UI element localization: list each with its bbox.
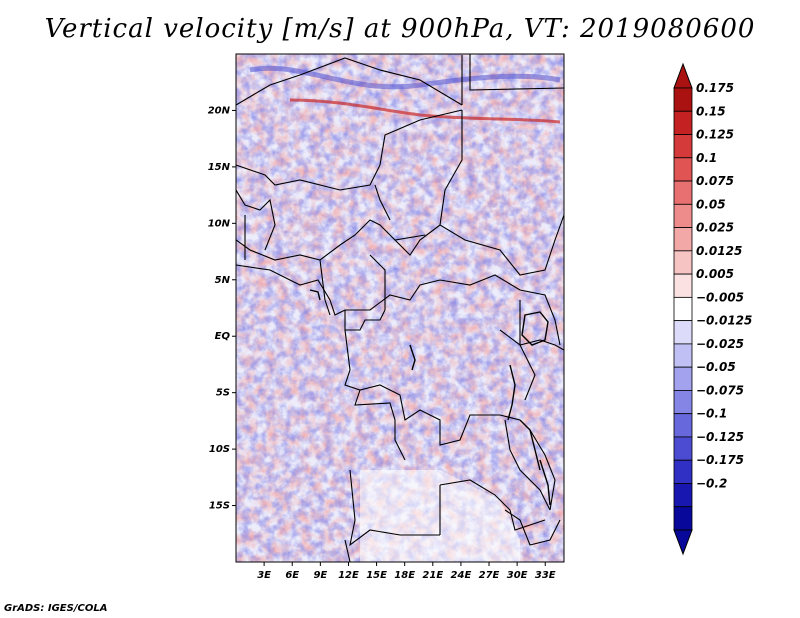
colorbar-label: −0.125 xyxy=(696,430,744,444)
map-field xyxy=(236,54,564,562)
colorbar-swatch xyxy=(673,157,693,182)
y-axis: 20N 15N 10N 5N EQ 5S 10S 15S xyxy=(208,105,236,512)
lakes xyxy=(309,289,551,506)
credit-text: GrADS: IGES/COLA xyxy=(4,603,108,614)
colorbar-swatch xyxy=(673,296,693,322)
colorbar-label: −0.1 xyxy=(696,407,727,421)
x-tick-label: 27E xyxy=(479,570,500,581)
colorbar-label: −0.025 xyxy=(696,337,744,351)
colorbar-label: 0.15 xyxy=(696,104,726,118)
colorbar: 0.175 0.15 0.125 0.1 0.075 0.05 0.025 0.0125 0.0… xyxy=(673,62,752,556)
colorbar-swatch xyxy=(673,483,693,508)
colorbar-swatch xyxy=(673,390,693,415)
colorbar-label: −0.05 xyxy=(696,360,736,374)
colorbar-swatch xyxy=(673,413,693,438)
y-tick-label: 20N xyxy=(208,105,231,116)
colorbar-swatch xyxy=(673,273,693,298)
colorbar-swatch xyxy=(673,506,693,531)
colorbar-label: 0.025 xyxy=(696,221,734,235)
field-streak-blue xyxy=(249,65,561,90)
field-streak-red xyxy=(289,98,561,124)
plot-frame xyxy=(235,53,565,563)
colorbar-label: −0.2 xyxy=(696,476,727,490)
x-tick-label: 18E xyxy=(394,570,415,581)
colorbar-label: 0.075 xyxy=(696,174,734,188)
y-tick-label: 5S xyxy=(216,388,230,399)
colorbar-swatch xyxy=(673,203,693,228)
x-tick-label: 24E xyxy=(451,570,472,581)
x-tick-label: 33E xyxy=(535,570,556,581)
x-tick-label: 21E xyxy=(422,570,443,581)
colorbar-label: 0.005 xyxy=(696,267,734,281)
x-tick-label: 6E xyxy=(285,570,299,581)
colorbar-swatch xyxy=(673,436,693,461)
colorbar-label: −0.175 xyxy=(696,453,744,467)
colorbar-swatch xyxy=(673,343,693,368)
country-borders xyxy=(236,54,564,562)
x-axis: 3E 6E 9E 12E 15E 18E 21E 24E 27E 30E 33E xyxy=(257,562,556,581)
colorbar-label: 0.125 xyxy=(696,128,734,142)
colorbar-swatch xyxy=(673,320,693,345)
colorbar-max-arrow xyxy=(673,62,693,89)
x-tick-label: 3E xyxy=(257,570,271,581)
colorbar-swatch xyxy=(673,250,693,275)
colorbar-label: 0.0125 xyxy=(696,244,742,258)
colorbar-swatch xyxy=(673,366,693,391)
x-tick-label: 30E xyxy=(507,570,528,581)
y-tick-label: EQ xyxy=(215,331,231,342)
colorbar-label: −0.075 xyxy=(696,383,744,397)
x-tick-label: 15E xyxy=(366,570,387,581)
colorbar-label: 0.05 xyxy=(696,197,726,211)
colorbar-min-arrow xyxy=(673,529,693,556)
colorbar-swatch xyxy=(673,180,693,205)
y-tick-label: 15S xyxy=(209,501,230,512)
y-tick-label: 10N xyxy=(208,218,231,229)
colorbar-label: −0.0125 xyxy=(696,314,752,328)
y-tick-label: 15N xyxy=(208,162,231,173)
colorbar-swatch xyxy=(673,459,693,484)
x-tick-label: 9E xyxy=(313,570,327,581)
y-tick-label: 5N xyxy=(215,275,231,286)
colorbar-swatch xyxy=(673,110,693,135)
colorbar-label: 0.175 xyxy=(696,81,734,95)
colorbar-swatch xyxy=(673,87,693,112)
chart-title: Vertical velocity [m/s] at 900hPa, VT: 2… xyxy=(44,14,756,44)
x-tick-label: 12E xyxy=(338,570,359,581)
colorbar-label: −0.005 xyxy=(696,290,744,304)
y-tick-label: 10S xyxy=(209,444,230,455)
colorbar-swatch xyxy=(673,227,693,252)
colorbar-label: 0.1 xyxy=(696,151,717,165)
colorbar-swatch xyxy=(673,134,693,159)
